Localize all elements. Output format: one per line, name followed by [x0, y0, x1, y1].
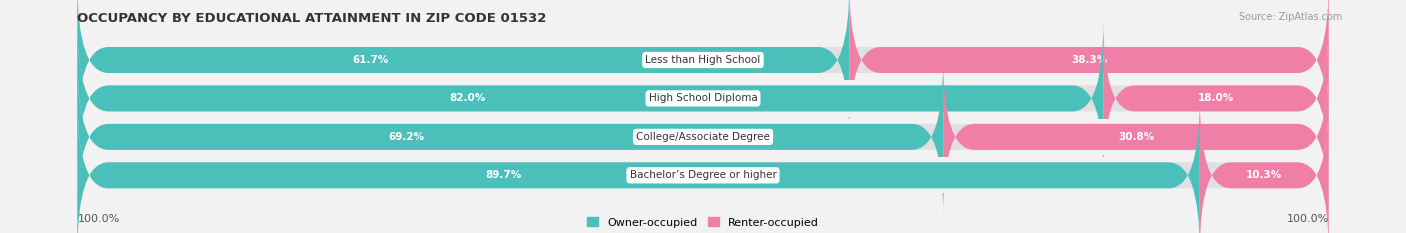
Text: 69.2%: 69.2% [388, 132, 425, 142]
Legend: Owner-occupied, Renter-occupied: Owner-occupied, Renter-occupied [586, 217, 820, 228]
Text: 89.7%: 89.7% [485, 170, 522, 180]
FancyBboxPatch shape [77, 0, 1329, 137]
FancyBboxPatch shape [77, 60, 1329, 214]
Text: 82.0%: 82.0% [449, 93, 485, 103]
FancyBboxPatch shape [1199, 98, 1329, 233]
FancyBboxPatch shape [943, 60, 1329, 214]
Text: High School Diploma: High School Diploma [648, 93, 758, 103]
Text: 38.3%: 38.3% [1071, 55, 1107, 65]
Text: 30.8%: 30.8% [1118, 132, 1154, 142]
Text: 10.3%: 10.3% [1246, 170, 1282, 180]
FancyBboxPatch shape [77, 21, 1104, 176]
Text: Source: ZipAtlas.com: Source: ZipAtlas.com [1239, 12, 1343, 22]
Text: College/Associate Degree: College/Associate Degree [636, 132, 770, 142]
FancyBboxPatch shape [77, 0, 849, 137]
FancyBboxPatch shape [1104, 21, 1329, 176]
FancyBboxPatch shape [77, 98, 1329, 233]
FancyBboxPatch shape [77, 98, 1199, 233]
Text: OCCUPANCY BY EDUCATIONAL ATTAINMENT IN ZIP CODE 01532: OCCUPANCY BY EDUCATIONAL ATTAINMENT IN Z… [77, 12, 547, 25]
FancyBboxPatch shape [849, 0, 1329, 137]
Text: Bachelor’s Degree or higher: Bachelor’s Degree or higher [630, 170, 776, 180]
Text: 100.0%: 100.0% [1286, 214, 1329, 224]
FancyBboxPatch shape [77, 21, 1329, 176]
Text: 18.0%: 18.0% [1198, 93, 1234, 103]
Text: Less than High School: Less than High School [645, 55, 761, 65]
Text: 100.0%: 100.0% [77, 214, 120, 224]
FancyBboxPatch shape [77, 60, 943, 214]
Text: 61.7%: 61.7% [353, 55, 389, 65]
